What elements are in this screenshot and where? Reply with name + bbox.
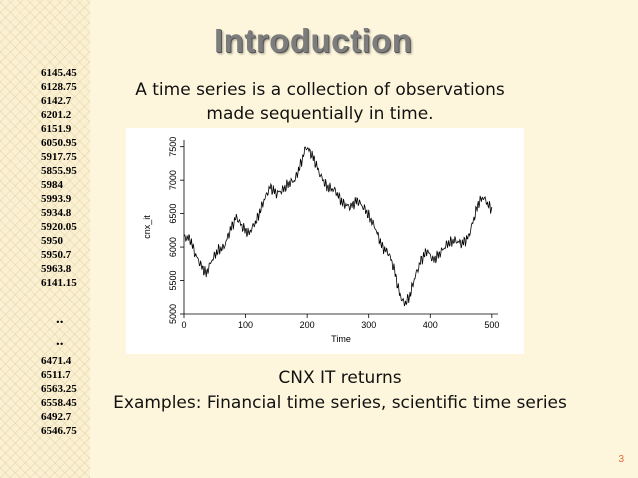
price-value: 6546.75 bbox=[41, 425, 77, 437]
price-value: 6558.45 bbox=[41, 397, 77, 409]
chart-caption: CNX IT returns bbox=[278, 368, 402, 388]
definition-line-2: made sequentially in time. bbox=[206, 104, 434, 124]
x-axis: 0 100 200 300 400 500 bbox=[181, 314, 499, 330]
price-value: 6511.7 bbox=[41, 369, 71, 381]
y-tick-label: 5500 bbox=[168, 271, 178, 291]
left-decorative-band bbox=[0, 0, 90, 478]
y-tick-label: 7500 bbox=[168, 137, 178, 157]
page-number: 3 bbox=[618, 454, 624, 465]
price-values-list-top: 6145.45 6128.75 6142.7 6201.2 6151.9 605… bbox=[41, 66, 77, 290]
price-values-list-bottom: 6471.4 6511.7 6563.25 6558.45 6492.7 654… bbox=[41, 354, 77, 438]
price-value: 5950 bbox=[41, 235, 63, 247]
price-value: 6145.45 bbox=[41, 67, 77, 79]
definition-line-1: A time series is a collection of observa… bbox=[135, 80, 505, 100]
x-tick-label: 0 bbox=[181, 320, 186, 330]
y-tick-label: 5000 bbox=[168, 304, 178, 324]
price-value: 6471.4 bbox=[41, 355, 72, 367]
price-value: 6141.15 bbox=[41, 277, 77, 289]
x-tick-label: 400 bbox=[423, 320, 438, 330]
price-value: 6563.25 bbox=[41, 383, 77, 395]
price-value: 6151.9 bbox=[41, 123, 72, 135]
x-axis-label: Time bbox=[331, 334, 351, 344]
price-value: 5963.8 bbox=[41, 263, 72, 275]
price-value: 5920.05 bbox=[41, 221, 77, 233]
x-tick-label: 200 bbox=[300, 320, 315, 330]
price-value: 6201.2 bbox=[41, 109, 72, 121]
definition-text: A time series is a collection of observa… bbox=[120, 78, 520, 126]
y-tick-label: 6500 bbox=[168, 204, 178, 224]
x-tick-label: 100 bbox=[238, 320, 253, 330]
price-value: 5934.8 bbox=[41, 207, 72, 219]
price-value: 6142.7 bbox=[41, 95, 72, 107]
price-value: 5917.75 bbox=[41, 151, 77, 163]
price-value: 5993.9 bbox=[41, 193, 72, 205]
y-axis-label: cnx_it bbox=[142, 215, 152, 239]
price-value: 5984 bbox=[41, 179, 63, 191]
ellipsis-marker: .. bbox=[56, 311, 64, 327]
time-series-plot: 0 100 200 300 400 500 5000 5500 6000 6500 7000 750… bbox=[126, 128, 524, 354]
price-value: 5950.7 bbox=[41, 249, 72, 261]
slide-title: Introduction bbox=[214, 22, 413, 59]
y-tick-label: 6000 bbox=[168, 237, 178, 257]
y-axis: 5000 5500 6000 6500 7000 7500 bbox=[168, 137, 184, 324]
x-tick-label: 500 bbox=[484, 320, 499, 330]
series-line-cnx-it bbox=[184, 146, 493, 307]
price-value: 6492.7 bbox=[41, 411, 72, 423]
examples-text: Examples: Financial time series, scienti… bbox=[113, 393, 567, 413]
plot-frame bbox=[183, 140, 498, 315]
price-value: 6050.95 bbox=[41, 137, 77, 149]
y-tick-label: 7000 bbox=[168, 170, 178, 190]
x-tick-label: 300 bbox=[361, 320, 376, 330]
time-series-chart: 0 100 200 300 400 500 5000 5500 6000 6500 7000 750… bbox=[142, 137, 499, 344]
price-value: 5855.95 bbox=[41, 165, 77, 177]
price-value: 6128.75 bbox=[41, 81, 77, 93]
ellipsis-marker: .. bbox=[56, 333, 64, 349]
